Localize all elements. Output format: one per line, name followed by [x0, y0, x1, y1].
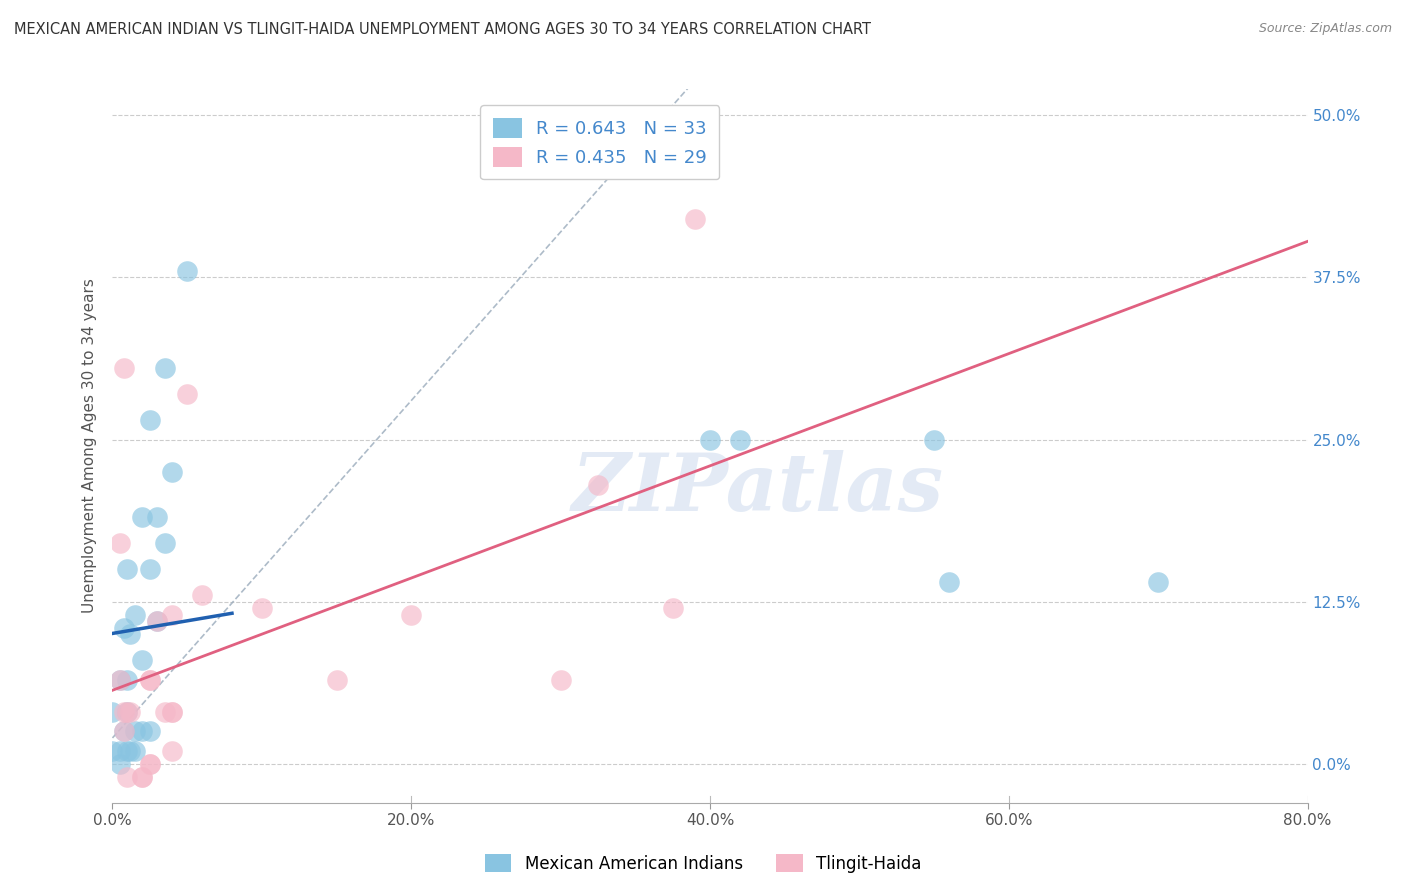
Point [114, 361, 135, 376]
Point [162, 744, 183, 758]
Text: MEXICAN AMERICAN INDIAN VS TLINGIT-HAIDA UNEMPLOYMENT AMONG AGES 30 TO 34 YEARS : MEXICAN AMERICAN INDIAN VS TLINGIT-HAIDA… [14, 22, 872, 37]
Point [699, 433, 721, 447]
Point [191, 588, 214, 602]
Point [661, 601, 683, 615]
Point [117, 770, 139, 784]
Point [114, 705, 135, 719]
Point [114, 724, 135, 739]
Point [131, 770, 153, 784]
Point [139, 724, 162, 739]
Legend: R = 0.643   N = 33, R = 0.435   N = 29: R = 0.643 N = 33, R = 0.435 N = 29 [479, 105, 720, 179]
Point [153, 705, 176, 719]
Point [176, 264, 198, 278]
Point [131, 653, 153, 667]
Point [120, 627, 142, 641]
Point [117, 562, 139, 576]
Point [108, 536, 131, 550]
Point [162, 607, 183, 622]
Point [153, 536, 176, 550]
Point [108, 756, 131, 771]
Point [117, 744, 139, 758]
Point [108, 744, 131, 758]
Point [124, 607, 146, 622]
Y-axis label: Unemployment Among Ages 30 to 34 years: Unemployment Among Ages 30 to 34 years [82, 278, 97, 614]
Point [728, 433, 751, 447]
Point [683, 211, 706, 226]
Point [101, 744, 124, 758]
Point [131, 770, 153, 784]
Point [124, 744, 146, 758]
Legend: Mexican American Indians, Tlingit-Haida: Mexican American Indians, Tlingit-Haida [478, 847, 928, 880]
Point [162, 465, 183, 479]
Point [139, 562, 162, 576]
Point [120, 744, 142, 758]
Point [139, 673, 162, 687]
Point [1147, 575, 1170, 590]
Point [250, 601, 273, 615]
Point [120, 705, 142, 719]
Text: Source: ZipAtlas.com: Source: ZipAtlas.com [1258, 22, 1392, 36]
Point [117, 705, 139, 719]
Point [114, 621, 135, 635]
Point [938, 575, 960, 590]
Point [550, 673, 572, 687]
Point [108, 673, 131, 687]
Point [117, 673, 139, 687]
Point [325, 673, 347, 687]
Point [114, 724, 135, 739]
Point [124, 724, 146, 739]
Point [176, 387, 198, 401]
Point [131, 510, 153, 524]
Point [139, 673, 162, 687]
Point [162, 705, 183, 719]
Point [586, 478, 609, 492]
Point [146, 510, 169, 524]
Point [131, 724, 153, 739]
Point [101, 705, 124, 719]
Point [146, 614, 169, 628]
Point [922, 433, 945, 447]
Point [162, 705, 183, 719]
Text: ZIPatlas: ZIPatlas [572, 450, 943, 527]
Point [139, 756, 162, 771]
Point [108, 673, 131, 687]
Point [117, 705, 139, 719]
Point [139, 756, 162, 771]
Point [146, 614, 169, 628]
Point [139, 413, 162, 427]
Point [153, 361, 176, 376]
Point [401, 607, 423, 622]
